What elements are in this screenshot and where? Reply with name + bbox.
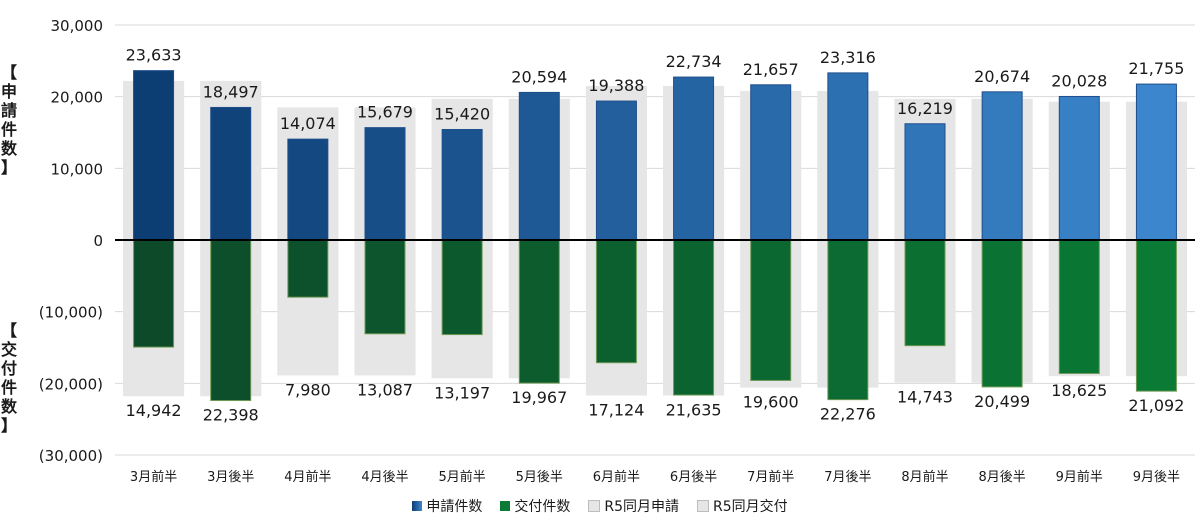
bar-issue-4月後半 — [364, 239, 406, 335]
x-category-label: 7月後半 — [824, 470, 871, 485]
bar-issue-8月前半 — [904, 239, 946, 347]
data-label-issue: 19,600 — [743, 393, 799, 412]
bar-apply-4月後半 — [364, 127, 406, 241]
y-axis-label-bottom: 【交付件数】 — [1, 321, 18, 435]
y-tick-label: (30,000) — [39, 447, 103, 465]
data-label-issue: 20,499 — [974, 392, 1030, 411]
bar-issue-5月後半 — [518, 239, 560, 384]
legend-swatch — [697, 500, 709, 512]
x-category-label: 6月前半 — [593, 469, 640, 485]
y-tick-label: 10,000 — [51, 160, 104, 178]
x-category-label: 7月前半 — [747, 469, 794, 485]
legend-swatch — [588, 500, 601, 512]
data-label-apply: 23,633 — [126, 46, 182, 65]
legend-swatch — [500, 501, 511, 511]
data-label-issue: 14,743 — [897, 388, 953, 407]
bar-apply-7月前半 — [750, 84, 792, 241]
data-label-issue: 22,276 — [820, 405, 876, 424]
y-tick-label: 30,000 — [51, 17, 104, 35]
y-tick-label: (10,000) — [39, 304, 103, 322]
data-label-issue: 21,635 — [666, 401, 722, 420]
x-category-label: 3月後半 — [207, 470, 254, 485]
data-label-apply: 15,679 — [357, 103, 413, 122]
data-label-issue: 13,087 — [357, 380, 413, 399]
bar-apply-4月前半 — [287, 138, 329, 241]
x-category-label: 5月後半 — [516, 470, 563, 485]
data-label-issue: 18,625 — [1051, 381, 1107, 400]
x-category-label: 8月後半 — [979, 470, 1026, 485]
bar-apply-7月後半 — [827, 72, 869, 241]
data-label-issue: 19,967 — [511, 388, 567, 407]
legend-item: 交付件数 — [500, 496, 570, 516]
y-tick-label: 20,000 — [51, 89, 104, 107]
bar-apply-8月後半 — [981, 91, 1023, 241]
legend: 申請件数 交付件数 R5同月申請 R5同月交付 — [0, 496, 1200, 516]
bar-issue-5月前半 — [441, 239, 483, 336]
legend-label: R5同月申請 — [604, 499, 679, 515]
bars — [133, 70, 1177, 402]
bar-apply-6月後半 — [673, 76, 715, 241]
bar-apply-3月前半 — [133, 70, 175, 241]
x-axis-categories: 3月前半 3月後半 4月前半 4月後半 5月前半 5月後半 6月前半 6月後半 7月前半 7月後半… — [130, 469, 1180, 485]
bar-issue-9月後半 — [1135, 239, 1177, 392]
legend-item: 申請件数 — [412, 496, 482, 516]
x-category-label: 8月前半 — [901, 469, 948, 485]
legend-label: R5同月交付 — [713, 499, 788, 515]
data-label-issue: 13,197 — [434, 383, 490, 402]
data-label-apply: 21,755 — [1128, 59, 1184, 78]
legend-label: 申請件数 — [426, 499, 483, 515]
bar-apply-9月前半 — [1058, 95, 1100, 241]
x-category-label: 4月後半 — [361, 470, 408, 485]
data-label-apply: 19,388 — [588, 76, 644, 95]
y-tick-label: (20,000) — [39, 375, 103, 393]
bar-issue-6月前半 — [595, 239, 637, 364]
legend-swatch — [412, 501, 423, 511]
data-label-apply: 23,316 — [820, 48, 876, 67]
data-label-apply: 16,219 — [897, 99, 953, 118]
legend-item: R5同月交付 — [697, 496, 788, 516]
bar-apply-5月後半 — [518, 91, 560, 241]
x-category-label: 6月後半 — [670, 470, 717, 485]
x-category-label: 4月前半 — [284, 469, 331, 485]
x-category-label: 3月前半 — [130, 469, 177, 485]
bar-apply-3月後半 — [210, 106, 252, 241]
y-axis-labels: 【申請件数】【交付件数】 — [1, 63, 18, 435]
data-label-apply: 20,594 — [511, 67, 567, 86]
bar-issue-4月前半 — [287, 239, 329, 298]
bar-issue-3月前半 — [133, 239, 175, 348]
bar-issue-8月後半 — [981, 239, 1023, 388]
data-label-apply: 20,028 — [1051, 71, 1107, 90]
y-axis-ticks: 30,000 20,000 10,000 0 (10,000) (20,000) (30,0… — [39, 17, 103, 465]
data-label-issue: 22,398 — [203, 406, 259, 425]
x-category-label: 5月前半 — [439, 469, 486, 485]
data-label-issue: 21,092 — [1128, 396, 1184, 415]
x-category-label: 9月後半 — [1133, 470, 1180, 485]
bar-issue-9月前半 — [1058, 239, 1100, 374]
data-label-apply: 22,734 — [666, 52, 722, 71]
x-category-label: 9月前半 — [1056, 469, 1103, 485]
data-labels: 23,633 14,942 18,497 22,398 14,074 7,980 15,67… — [126, 46, 1185, 425]
data-label-apply: 18,497 — [203, 82, 259, 101]
bar-apply-6月前半 — [595, 100, 637, 241]
data-label-apply: 21,657 — [743, 60, 799, 79]
bar-apply-5月前半 — [441, 128, 483, 241]
data-label-apply: 15,420 — [434, 104, 490, 123]
bar-issue-7月前半 — [750, 239, 792, 381]
data-label-issue: 14,942 — [126, 401, 182, 420]
bar-apply-9月後半 — [1135, 83, 1177, 241]
y-tick-label: 0 — [93, 232, 103, 250]
data-label-issue: 7,980 — [285, 380, 331, 399]
bar-issue-3月後半 — [210, 239, 252, 402]
y-axis-label-top: 【申請件数】 — [1, 63, 18, 177]
bar-apply-8月前半 — [904, 123, 946, 241]
legend-label: 交付件数 — [514, 499, 571, 515]
bar-issue-6月後半 — [673, 239, 715, 396]
data-label-apply: 14,074 — [280, 114, 336, 133]
data-label-issue: 17,124 — [588, 401, 644, 420]
data-label-apply: 20,674 — [974, 67, 1030, 86]
legend-item: R5同月申請 — [588, 496, 679, 516]
bar-issue-7月後半 — [827, 239, 869, 401]
